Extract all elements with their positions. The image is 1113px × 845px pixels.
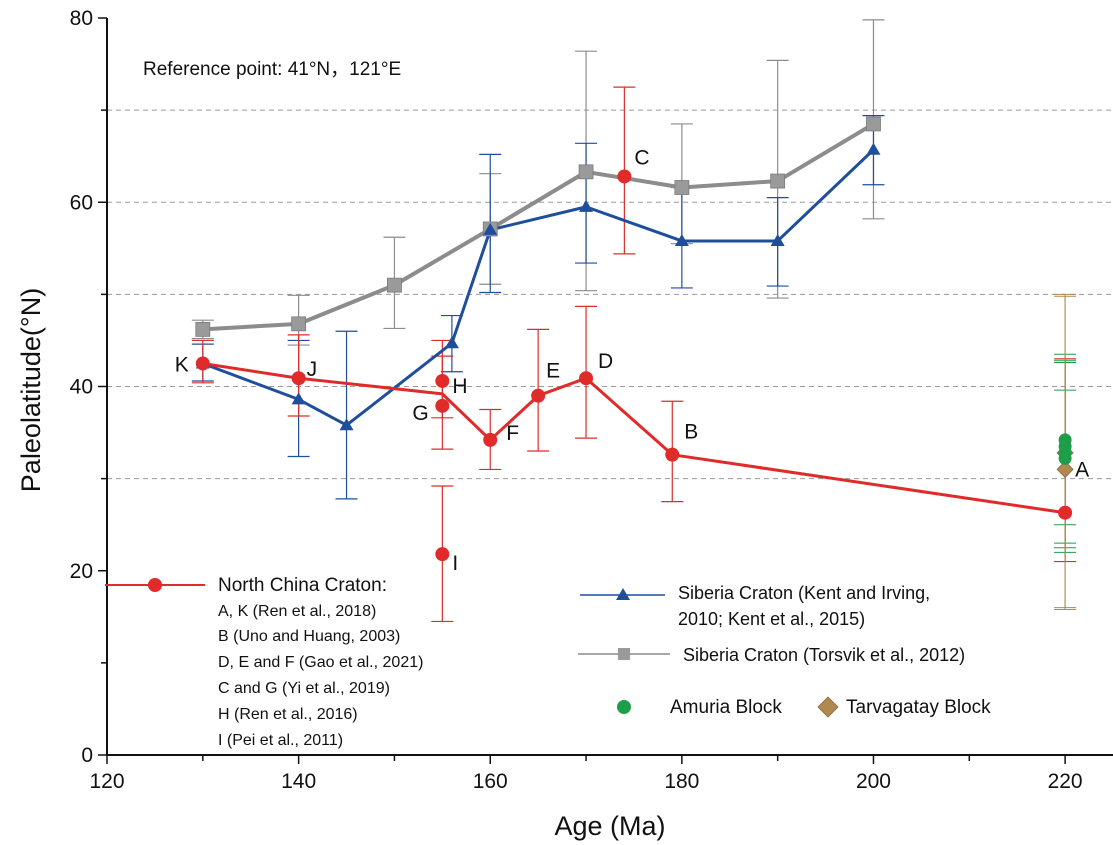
legend-amuria: Amuria Block xyxy=(617,697,782,718)
siberia-torsvik-point xyxy=(674,180,690,195)
ticks: 120 140 160 180 200 220 0 20 40 60 80 xyxy=(70,7,1083,793)
x-tick-label: 200 xyxy=(856,770,891,793)
legend-ncc-marker xyxy=(148,578,162,592)
siberia-kent-point xyxy=(483,222,498,235)
point-label: D xyxy=(598,350,613,373)
north-china-point xyxy=(435,373,450,388)
north-china-point xyxy=(665,447,680,462)
legend-siberia-torsvik: Siberia Craton (Torsvik et al., 2012) xyxy=(578,645,965,665)
legend-siberia-kent-label: Siberia Craton (Kent and Irving, xyxy=(678,583,930,603)
x-tick-label: 220 xyxy=(1048,770,1083,793)
siberia-torsvik-point xyxy=(195,321,211,337)
legend-siberia-torsvik-marker xyxy=(618,648,630,660)
siberia-kent-point xyxy=(674,233,689,246)
siberia-torsvik-line xyxy=(202,122,875,332)
point-label: B xyxy=(684,421,698,444)
point-label: G xyxy=(412,402,428,425)
legend-ncc: North China Craton: A, K (Ren et al., 20… xyxy=(105,575,423,749)
y-tick-label: 80 xyxy=(70,7,93,30)
legend-ncc-ref: A, K (Ren et al., 2018) xyxy=(218,603,376,620)
legend-ncc-title: North China Craton: xyxy=(218,575,387,596)
north-china-point xyxy=(195,356,210,371)
point-label: E xyxy=(546,360,560,383)
legend-tarvagatay-marker xyxy=(817,696,839,718)
legend-amuria-marker xyxy=(617,700,631,714)
siberia-torsvik-point xyxy=(291,316,307,332)
legend-ncc-ref: H (Ren et al., 2016) xyxy=(218,706,358,723)
siberia-torsvik-point xyxy=(578,164,594,180)
siberia-torsvik-point xyxy=(770,173,786,189)
reference-annotation: Reference point: 41°N，121°E xyxy=(143,59,401,80)
legend-amuria-label: Amuria Block xyxy=(670,697,782,718)
legend-ncc-ref: C and G (Yi et al., 2019) xyxy=(218,680,390,697)
x-tick-label: 160 xyxy=(473,770,508,793)
point-label: H xyxy=(452,375,467,398)
siberia-kent-point xyxy=(444,336,459,349)
north-china-point xyxy=(1058,505,1073,520)
siberia-kent-point xyxy=(339,418,354,431)
x-tick-label: 180 xyxy=(664,770,699,793)
siberia-kent-point xyxy=(579,199,594,212)
amuria-point xyxy=(1058,451,1072,465)
legend-siberia-kent: Siberia Craton (Kent and Irving, 2010; K… xyxy=(580,583,930,629)
siberia-kent-point xyxy=(866,142,881,155)
legend-siberia-kent-marker xyxy=(616,588,630,600)
legend: North China Craton: A, K (Ren et al., 20… xyxy=(105,575,991,749)
siberia-kent-point xyxy=(291,392,306,405)
tarvagatay-point xyxy=(1056,460,1074,478)
legend-ncc-ref: I (Pei et al., 2011) xyxy=(218,732,343,749)
north-china-point xyxy=(483,432,498,447)
point-label: F xyxy=(506,422,519,445)
legend-ncc-ref: B (Uno and Huang, 2003) xyxy=(218,628,400,645)
y-tick-label: 60 xyxy=(70,191,93,214)
grid-lines xyxy=(107,109,1113,480)
y-tick-label: 0 xyxy=(81,744,93,767)
north-china-point xyxy=(435,547,450,562)
y-tick-label: 20 xyxy=(70,560,93,583)
point-label: K xyxy=(175,353,189,376)
north-china-point xyxy=(435,398,450,413)
legend-siberia-kent-label: 2010; Kent et al., 2015) xyxy=(678,609,865,629)
y-axis-label: Paleolatitude(°N) xyxy=(16,288,46,492)
siberia-torsvik-point xyxy=(387,277,402,293)
north-china-line xyxy=(202,361,1066,515)
north-china-point xyxy=(291,371,306,386)
point-label: J xyxy=(307,358,318,381)
point-labels: K J H G I F E D C B A xyxy=(175,146,1089,575)
x-tick-label: 140 xyxy=(281,770,316,793)
point-label: C xyxy=(634,146,649,169)
series-layer xyxy=(191,19,1077,623)
north-china-point xyxy=(531,388,546,403)
siberia-kent-point xyxy=(770,233,785,246)
legend-siberia-torsvik-label: Siberia Craton (Torsvik et al., 2012) xyxy=(683,645,965,665)
north-china-point xyxy=(617,169,632,184)
siberia-torsvik-point xyxy=(866,116,881,132)
point-label: I xyxy=(452,552,458,575)
north-china-point xyxy=(579,371,594,386)
x-tick-label: 120 xyxy=(89,770,124,793)
legend-tarvagatay-label: Tarvagatay Block xyxy=(846,697,991,718)
y-tick-label: 40 xyxy=(70,376,93,399)
x-axis-label: Age (Ma) xyxy=(554,811,665,841)
legend-tarvagatay: Tarvagatay Block xyxy=(817,696,991,718)
legend-ncc-ref: D, E and F (Gao et al., 2021) xyxy=(218,654,423,671)
point-label: A xyxy=(1075,459,1089,482)
